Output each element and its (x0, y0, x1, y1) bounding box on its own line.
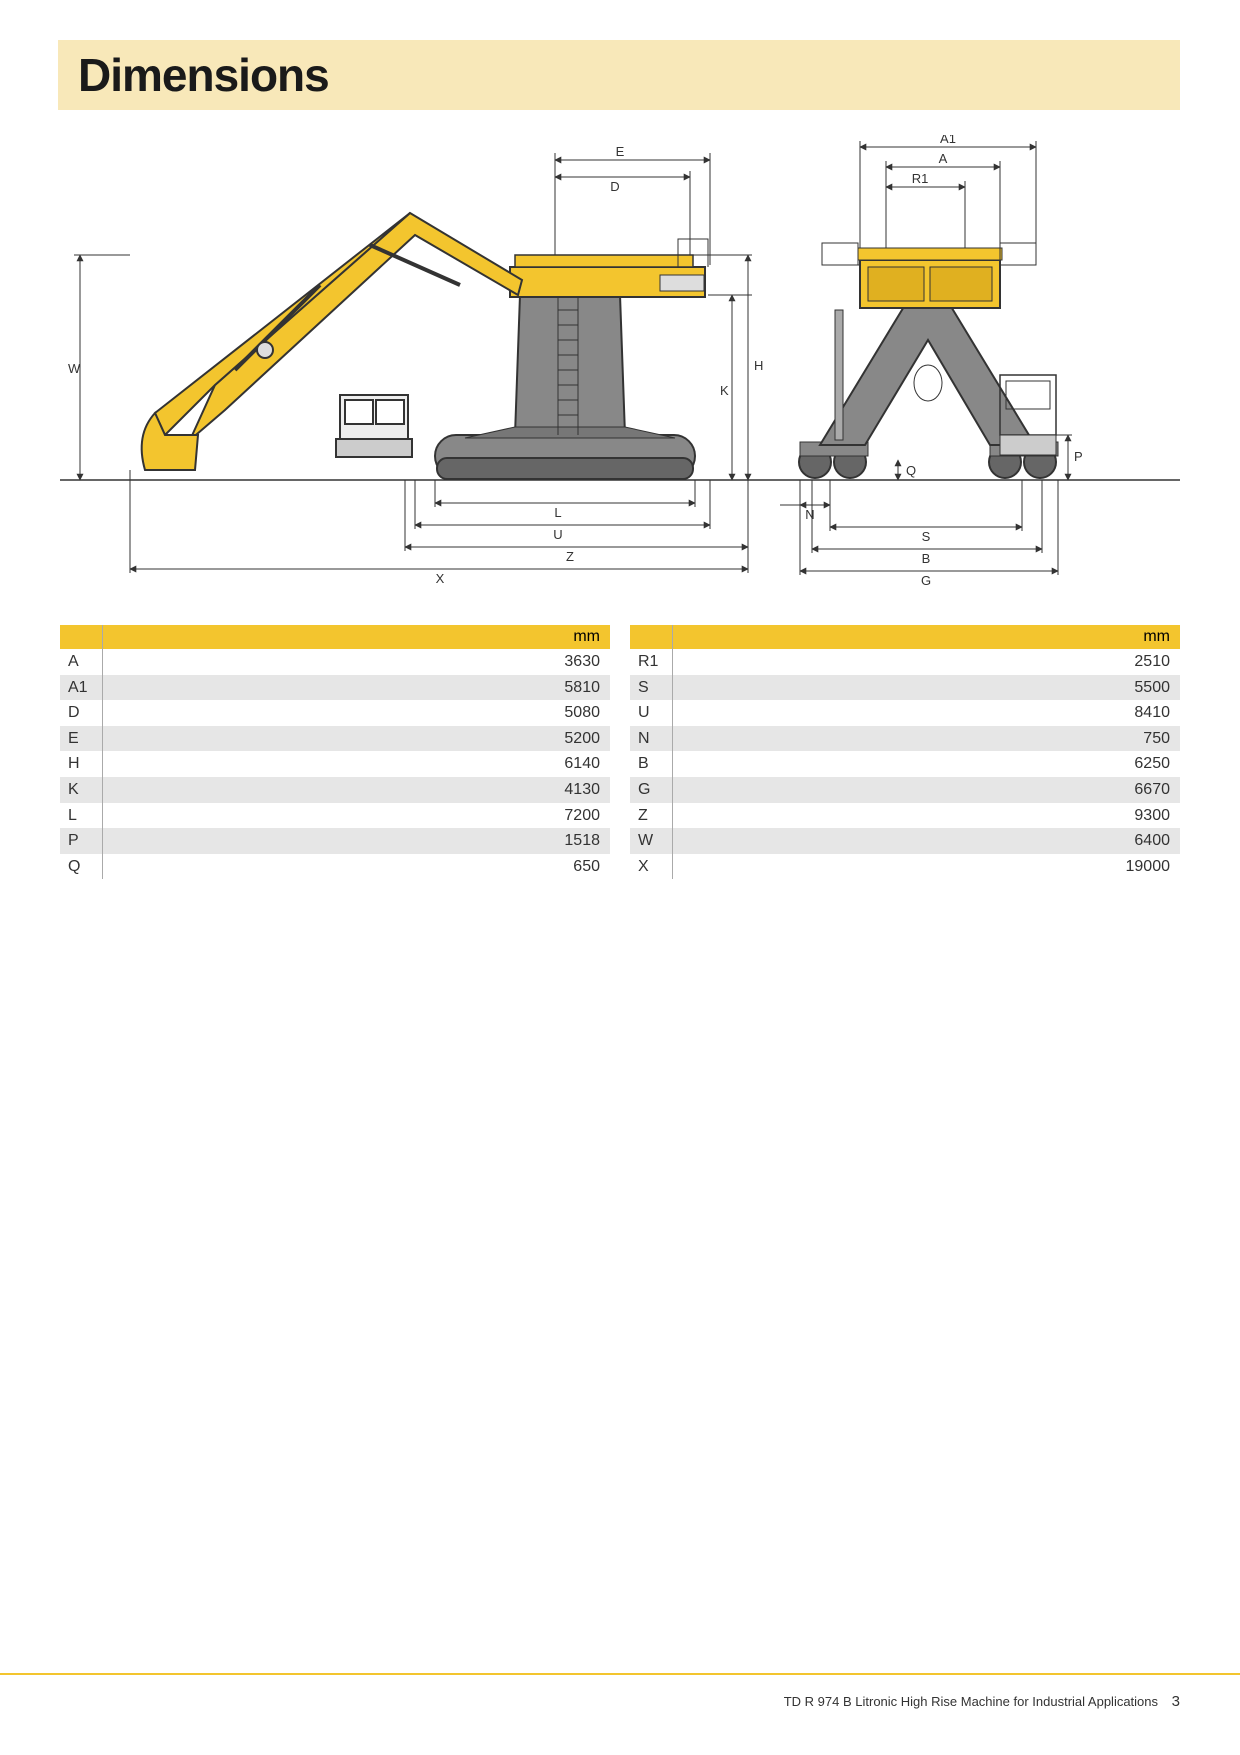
svg-text:P: P (1074, 449, 1083, 464)
svg-text:Q: Q (906, 463, 916, 478)
title-bar: Dimensions (58, 40, 1180, 110)
dimension-value: 19000 (672, 854, 1180, 880)
dimension-label: G (630, 777, 672, 803)
dimension-label: A (60, 649, 102, 675)
svg-text:G: G (921, 573, 931, 588)
dimension-diagram: W E D H K L U (60, 135, 1180, 595)
table-row: X19000 (630, 854, 1180, 880)
table-row: G6670 (630, 777, 1180, 803)
svg-text:A1: A1 (940, 135, 956, 146)
svg-text:K: K (720, 383, 729, 398)
dimension-value: 4130 (102, 777, 610, 803)
dimension-label: E (60, 726, 102, 752)
dimension-label: Z (630, 803, 672, 829)
dimension-value: 5810 (102, 675, 610, 701)
dimension-label: B (630, 751, 672, 777)
dimension-table-right: mm R12510S5500U8410N750B6250G6670Z9300W6… (630, 625, 1180, 879)
dimension-value: 5200 (102, 726, 610, 752)
table-row: H6140 (60, 751, 610, 777)
dimension-label: S (630, 675, 672, 701)
svg-text:D: D (610, 179, 619, 194)
dimension-label: X (630, 854, 672, 880)
dimension-value: 650 (102, 854, 610, 880)
svg-text:S: S (922, 529, 931, 544)
svg-text:U: U (553, 527, 562, 542)
svg-text:L: L (554, 505, 561, 520)
dimension-label: K (60, 777, 102, 803)
svg-text:H: H (754, 358, 763, 373)
table-row: A15810 (60, 675, 610, 701)
dimension-value: 7200 (102, 803, 610, 829)
table-row: L7200 (60, 803, 610, 829)
table-row: E5200 (60, 726, 610, 752)
table-row: Z9300 (630, 803, 1180, 829)
dimension-label: A1 (60, 675, 102, 701)
table-row: K4130 (60, 777, 610, 803)
side-view (142, 213, 708, 479)
dimension-value: 1518 (102, 828, 610, 854)
dimension-label: L (60, 803, 102, 829)
table-row: U8410 (630, 700, 1180, 726)
svg-text:Z: Z (566, 549, 574, 564)
table-row: D5080 (60, 700, 610, 726)
dimension-value: 2510 (672, 649, 1180, 675)
table-row: W6400 (630, 828, 1180, 854)
unit-header: mm (102, 625, 610, 649)
dimension-value: 8410 (672, 700, 1180, 726)
page-title: Dimensions (78, 48, 1180, 102)
dimension-value: 3630 (102, 649, 610, 675)
dimension-value: 6400 (672, 828, 1180, 854)
dimension-label: N (630, 726, 672, 752)
svg-text:E: E (616, 144, 625, 159)
dimension-value: 6670 (672, 777, 1180, 803)
dimension-label: W (630, 828, 672, 854)
dimension-value: 750 (672, 726, 1180, 752)
table-row: P1518 (60, 828, 610, 854)
dimension-tables: mm A3630A15810D5080E5200H6140K4130L7200P… (60, 625, 1180, 879)
table-row: Q650 (60, 854, 610, 880)
svg-text:N: N (805, 507, 814, 522)
footer: TD R 974 B Litronic High Rise Machine fo… (784, 1693, 1180, 1710)
page-number: 3 (1172, 1693, 1180, 1710)
table-row: S5500 (630, 675, 1180, 701)
dimension-value: 5080 (102, 700, 610, 726)
dimension-label: D (60, 700, 102, 726)
dimension-value: 6250 (672, 751, 1180, 777)
dimension-value: 6140 (102, 751, 610, 777)
footer-rule (0, 1673, 1240, 1675)
dimension-label: H (60, 751, 102, 777)
svg-text:X: X (436, 571, 445, 586)
dimension-table-left: mm A3630A15810D5080E5200H6140K4130L7200P… (60, 625, 610, 879)
table-row: B6250 (630, 751, 1180, 777)
dimension-label: U (630, 700, 672, 726)
unit-header: mm (672, 625, 1180, 649)
front-view (799, 243, 1058, 478)
table-row: R12510 (630, 649, 1180, 675)
dimension-label: P (60, 828, 102, 854)
dimension-label: Q (60, 854, 102, 880)
svg-text:A: A (939, 151, 948, 166)
svg-text:R1: R1 (912, 171, 929, 186)
dimension-label: R1 (630, 649, 672, 675)
dimension-value: 5500 (672, 675, 1180, 701)
svg-text:B: B (922, 551, 931, 566)
svg-text:W: W (68, 361, 81, 376)
table-row: N750 (630, 726, 1180, 752)
table-row: A3630 (60, 649, 610, 675)
dimension-value: 9300 (672, 803, 1180, 829)
footer-label: TD R 974 B Litronic High Rise Machine fo… (784, 1694, 1158, 1709)
